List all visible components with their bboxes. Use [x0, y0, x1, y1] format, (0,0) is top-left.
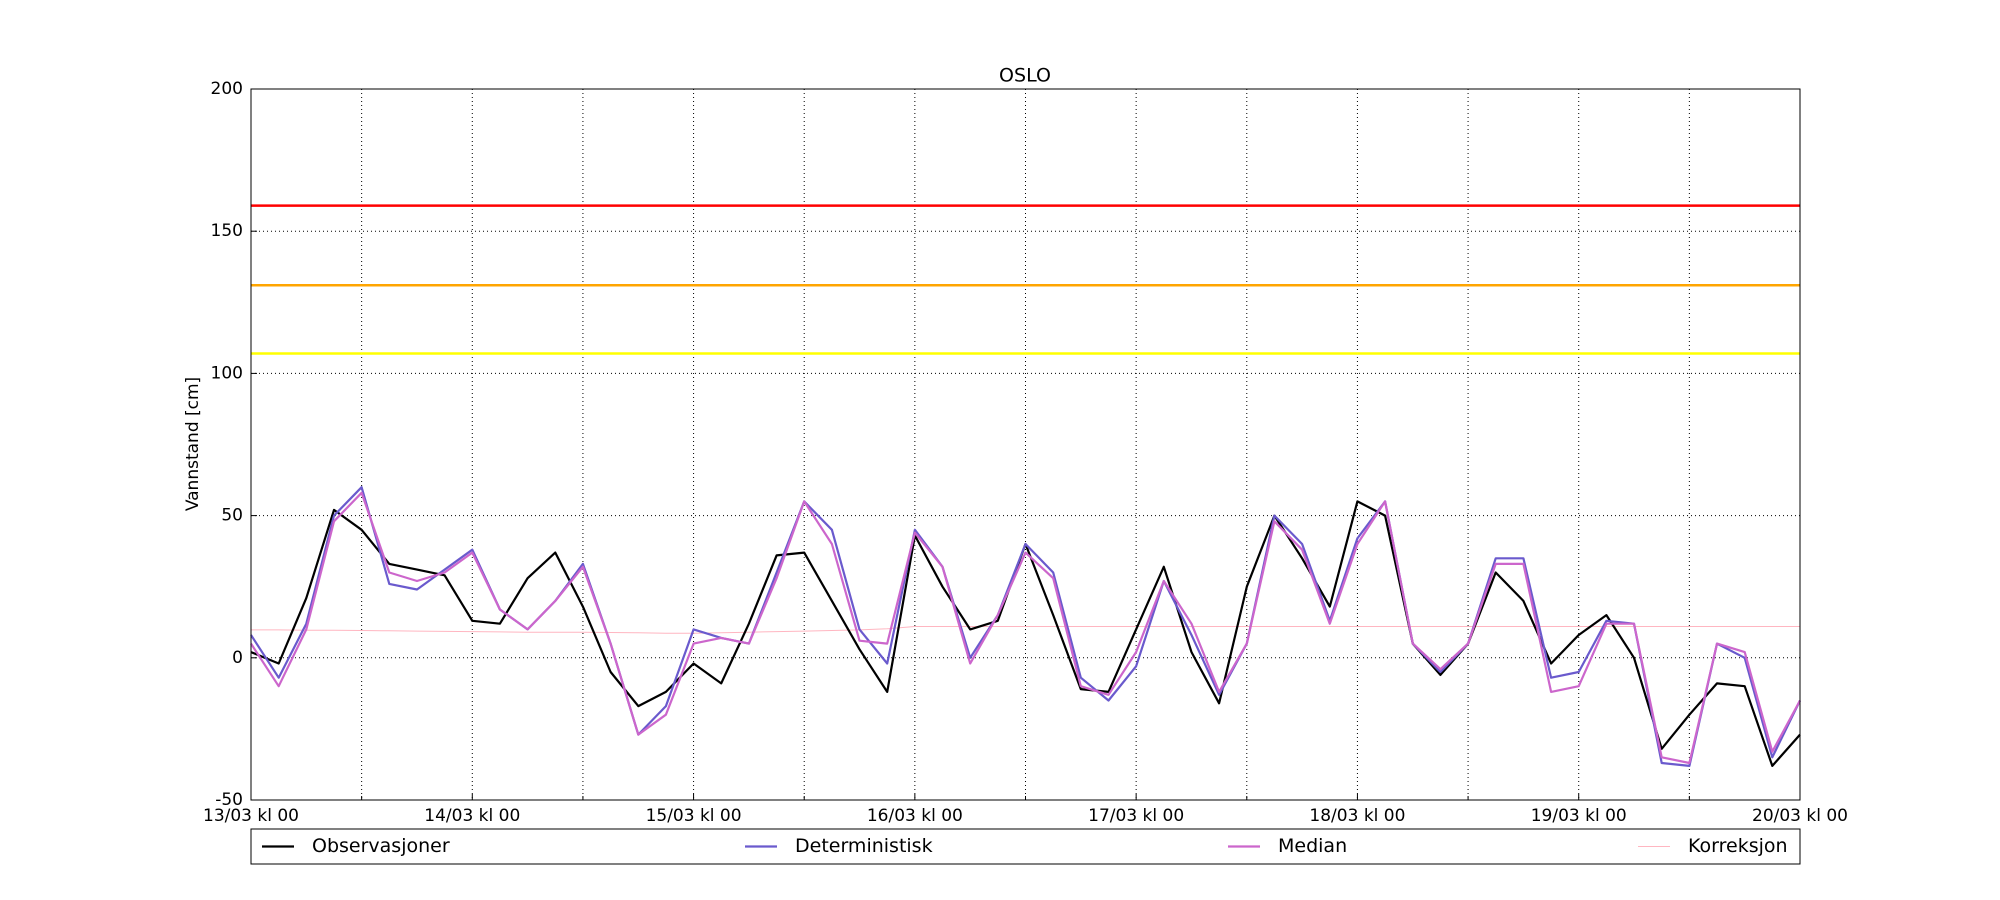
y-tick-label: 0 — [232, 648, 243, 668]
legend-label: Observasjoner — [312, 835, 450, 857]
x-tick-label: 18/03 kl 00 — [1309, 806, 1405, 826]
plot-frame — [250, 88, 1801, 801]
x-tick-label: 15/03 kl 00 — [646, 806, 742, 826]
series-line — [251, 626, 1800, 634]
legend-box — [250, 828, 1801, 865]
y-tick-label: 200 — [211, 79, 243, 99]
x-tick-label: 16/03 kl 00 — [867, 806, 963, 826]
y-tick-label: -50 — [215, 790, 243, 810]
x-tick-label: 14/03 kl 00 — [424, 806, 520, 826]
x-tick-label: 19/03 kl 00 — [1531, 806, 1627, 826]
x-tick-label: 20/03 kl 00 — [1752, 806, 1848, 826]
x-tick-label: 17/03 kl 00 — [1088, 806, 1184, 826]
y-axis-label: Vannstand [cm] — [183, 377, 203, 511]
x-tick-label: 13/03 kl 00 — [203, 806, 299, 826]
series-line — [250, 491, 1801, 765]
y-tick-label: 150 — [211, 221, 243, 241]
legend-label: Median — [1278, 835, 1347, 857]
legend-label: Korreksjon — [1688, 835, 1788, 857]
y-tick-label: 100 — [211, 363, 243, 383]
legend-label: Deterministisk — [795, 835, 933, 857]
y-tick-label: 50 — [221, 506, 243, 526]
chart-title: OSLO — [999, 65, 1051, 87]
